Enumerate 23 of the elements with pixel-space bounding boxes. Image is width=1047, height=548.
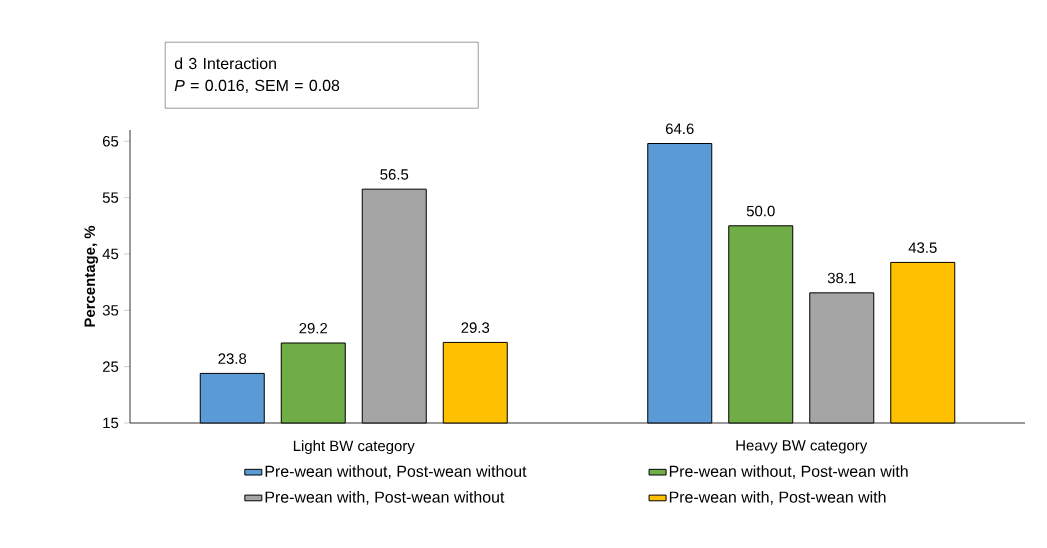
x-tick-label: Heavy BW category	[736, 440, 868, 454]
data-label: 38.1	[827, 272, 856, 284]
data-label: 50.0	[746, 205, 775, 217]
y-tick-label: 25	[102, 361, 119, 372]
legend-label: Pre-wean without, Post-wean with	[669, 465, 908, 479]
text: d 3 Interaction	[174, 57, 276, 70]
y-tick-label: 15	[103, 417, 119, 429]
text: P = 0.016, SEM = 0.08	[174, 79, 340, 93]
y-tick-label: 45	[102, 248, 119, 260]
legend-label: Pre-wean with, Post-wean with	[669, 491, 886, 505]
data-label: 43.5	[908, 242, 937, 253]
data-label: 56.5	[380, 169, 409, 180]
legend-label: Pre-wean with, Post-wean without	[265, 491, 505, 505]
y-axis-title: Percentage, %	[84, 225, 99, 327]
legend-label: Pre-wean without, Post-wean without	[265, 465, 527, 479]
x-tick-label: Light BW category	[293, 440, 415, 455]
y-tick-label: 55	[102, 192, 119, 203]
data-label: 29.2	[299, 322, 328, 334]
y-tick-label: 35	[102, 305, 119, 316]
data-label: 64.6	[665, 123, 694, 135]
data-label: 23.8	[218, 353, 247, 364]
y-tick-label: 65	[102, 135, 119, 147]
data-label: 29.3	[461, 322, 490, 333]
